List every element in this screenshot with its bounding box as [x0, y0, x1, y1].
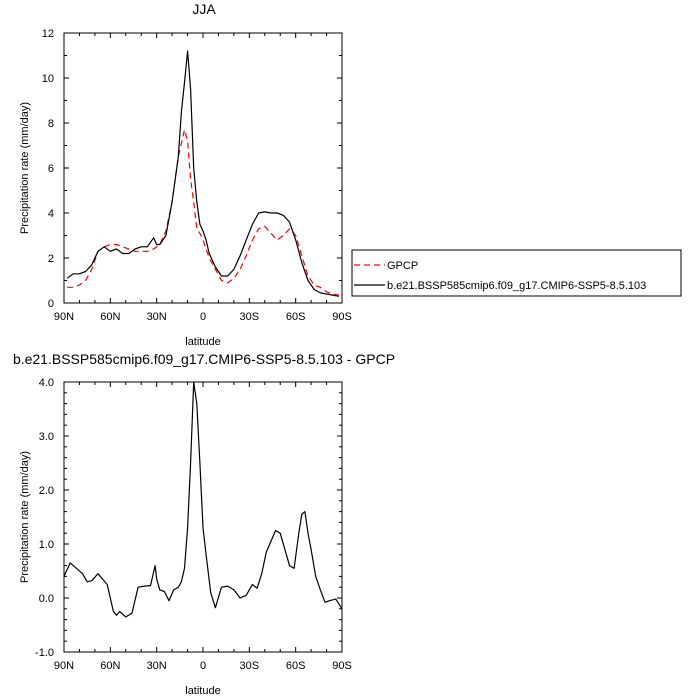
top-chart-x-tick-label: 60S [286, 311, 306, 323]
legend-box [351, 249, 682, 297]
top-chart-x-tick-label: 30N [147, 311, 167, 323]
top-chart-x-ticks: 90N 60N 30N 0 30S 60S 90S [54, 33, 352, 323]
top-chart-xlabel: latitude [185, 336, 220, 348]
bottom-chart-ylabel: Precipitation rate (mm/day) [19, 451, 31, 583]
bottom-chart-x-tick-label: 60S [286, 660, 306, 672]
top-chart-x-tick-label: 90N [54, 311, 74, 323]
bottom-chart-y-tick-label: 3.0 [39, 431, 54, 443]
bottom-chart-y-tick-label: -1.0 [35, 647, 54, 659]
top-chart-legend: GPCP b.e21.BSSP585cmip6.f09_g17.CMIP6-SS… [351, 249, 682, 297]
top-chart-series [66, 50, 340, 297]
top-chart-y-tick-label: 10 [42, 73, 54, 85]
bottom-chart-y-tick-label: 4.0 [39, 377, 54, 389]
top-chart-y-tick-label: 12 [42, 28, 54, 40]
top-chart-y-tick-label: 0 [48, 298, 54, 310]
bottom-chart-xlabel: latitude [185, 685, 220, 697]
bottom-chart-series-line-0 [63, 381, 343, 618]
top-chart: JJA 90N 60N 30N 0 30S 60S 90S 0 2 4 6 8 10 12 latitu… [19, 1, 352, 348]
top-chart-x-tick-label: 90S [332, 311, 352, 323]
bottom-chart: b.e21.BSSP585cmip6.f09_g17.CMIP6-SSP5-8.… [13, 351, 395, 697]
top-chart-x-tick-label: 30S [240, 311, 260, 323]
top-chart-frame [63, 32, 343, 304]
top-chart-series-line-0 [67, 129, 340, 296]
top-chart-x-tick-label: 0 [200, 311, 206, 323]
bottom-chart-y-ticks: -1.0 0.0 1.0 2.0 3.0 4.0 [35, 377, 342, 659]
bottom-chart-title: b.e21.BSSP585cmip6.f09_g17.CMIP6-SSP5-8.… [13, 351, 395, 367]
bottom-chart-x-tick-label: 30S [240, 660, 260, 672]
bottom-chart-x-tick-label: 90N [54, 660, 74, 672]
top-chart-y-tick-label: 6 [48, 163, 54, 175]
legend-model-label: b.e21.BSSP585cmip6.f09_g17.CMIP6-SSP5-8.… [387, 280, 646, 292]
top-chart-y-tick-label: 4 [48, 208, 54, 220]
top-chart-y-tick-label: 8 [48, 118, 54, 130]
top-chart-ylabel: Precipitation rate (mm/day) [19, 102, 31, 234]
bottom-chart-x-tick-label: 30N [147, 660, 167, 672]
bottom-chart-x-tick-label: 60N [100, 660, 120, 672]
bottom-chart-x-tick-label: 90S [332, 660, 352, 672]
bottom-chart-y-tick-label: 2.0 [39, 485, 54, 497]
bottom-chart-x-ticks: 90N 60N 30N 0 30S 60S 90S [54, 382, 352, 672]
bottom-chart-x-tick-label: 0 [200, 660, 206, 672]
top-chart-x-tick-label: 60N [100, 311, 120, 323]
top-chart-y-ticks: 0 2 4 6 8 10 12 [42, 28, 342, 310]
top-chart-y-tick-label: 2 [48, 253, 54, 265]
bottom-chart-y-tick-label: 1.0 [39, 539, 54, 551]
top-chart-title: JJA [192, 1, 216, 17]
top-chart-series-line-1 [66, 50, 340, 297]
legend-gpcp-label: GPCP [387, 260, 418, 272]
bottom-chart-y-tick-label: 0.0 [39, 593, 54, 605]
bottom-chart-series [63, 381, 343, 618]
